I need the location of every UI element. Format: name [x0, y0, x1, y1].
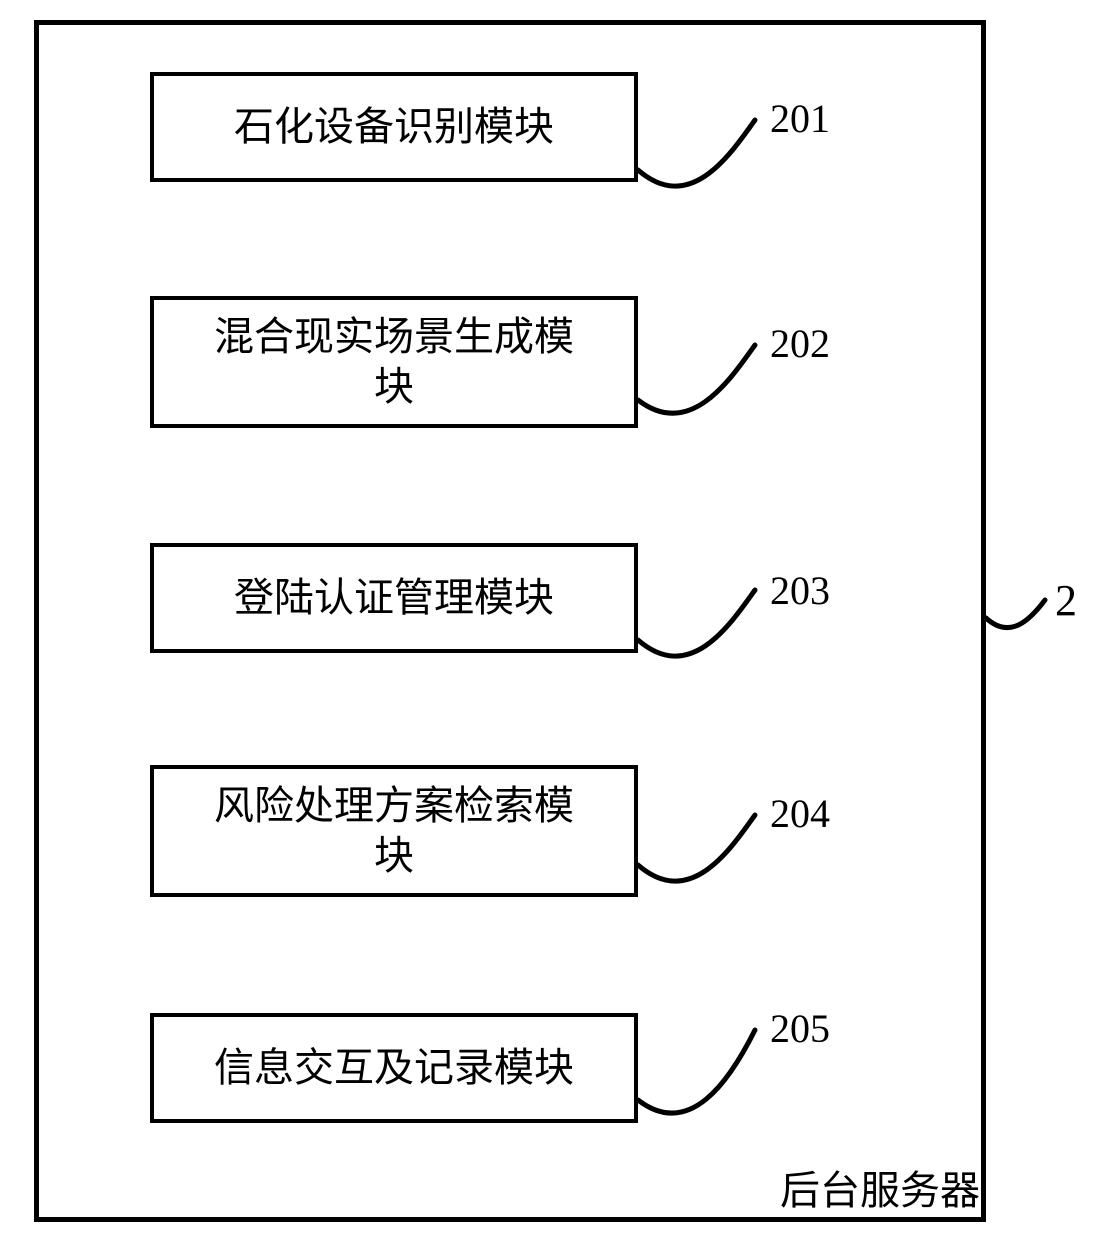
module-connector-2 — [618, 570, 775, 705]
module-box-3: 风险处理方案检索模块 — [150, 765, 638, 897]
module-label-2: 登陆认证管理模块 — [234, 573, 554, 623]
module-number-1: 202 — [770, 320, 830, 367]
outer-container-label: 后台服务器 — [780, 1158, 980, 1216]
module-box-4: 信息交互及记录模块 — [150, 1013, 638, 1123]
module-label-0: 石化设备识别模块 — [234, 102, 554, 152]
module-connector-1 — [618, 325, 775, 460]
module-label-1: 混合现实场景生成模块 — [214, 312, 574, 412]
module-connector-3 — [618, 795, 775, 930]
module-number-4: 205 — [770, 1005, 830, 1052]
module-box-1: 混合现实场景生成模块 — [150, 296, 638, 428]
diagram-canvas: 后台服务器 2 石化设备识别模块 201 混合现实场景生成模块 202 登陆认证… — [0, 0, 1097, 1243]
module-number-2: 203 — [770, 567, 830, 614]
module-label-4: 信息交互及记录模块 — [214, 1043, 574, 1093]
module-number-0: 201 — [770, 95, 830, 142]
module-label-3: 风险处理方案检索模块 — [214, 781, 574, 881]
outer-number-label: 2 — [1055, 575, 1077, 626]
module-box-2: 登陆认证管理模块 — [150, 543, 638, 653]
module-connector-0 — [618, 100, 775, 235]
outer-connector — [966, 580, 1065, 660]
module-number-3: 204 — [770, 790, 830, 837]
module-box-0: 石化设备识别模块 — [150, 72, 638, 182]
module-connector-4 — [618, 1010, 775, 1160]
